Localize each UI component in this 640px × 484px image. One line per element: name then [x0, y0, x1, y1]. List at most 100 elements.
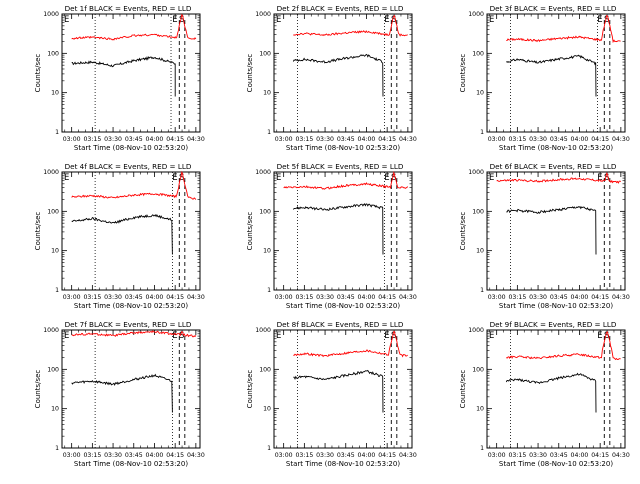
x-tick-label: 03:45	[337, 452, 355, 459]
x-tick-label: 03:30	[529, 136, 547, 143]
plot-title: Det 9f BLACK = Events, RED = LLD	[490, 320, 617, 329]
e-marker-left: E	[64, 331, 69, 341]
e-marker-left: E	[276, 173, 281, 183]
y-tick-label: 1	[480, 287, 484, 294]
e-marker-left: E	[489, 331, 494, 341]
x-tick-label: 04:30	[187, 294, 205, 301]
x-tick-label: 04:30	[612, 452, 630, 459]
x-tick-label: 03:45	[125, 136, 143, 143]
plot-frame	[273, 171, 413, 291]
events-series-line	[292, 203, 384, 255]
e-marker: E	[597, 331, 602, 341]
y-tick-label: 1	[480, 129, 484, 136]
y-tick-label: 100	[472, 208, 484, 215]
s-marker: S	[391, 173, 396, 183]
plot-frame	[61, 171, 201, 291]
y-axis-label: Counts/sec	[459, 54, 467, 93]
x-axis-label: Start Time (08-Nov-10 02:53:20)	[286, 460, 400, 468]
x-tick-label: 04:00	[358, 136, 376, 143]
lld-series-line	[293, 14, 408, 37]
e-marker: E	[384, 173, 389, 183]
panel-det-4: Det 4f BLACK = Events, RED = LLD 1 10 100 10…	[34, 162, 205, 310]
y-tick-label: 10	[476, 90, 484, 97]
y-tick-label: 100	[47, 50, 59, 57]
x-tick-label: 04:30	[399, 294, 417, 301]
x-tick-label: 03:00	[488, 136, 506, 143]
x-tick-label: 03:15	[295, 294, 313, 301]
y-tick-label: 10	[51, 406, 59, 413]
x-tick-label: 04:30	[612, 294, 630, 301]
x-tick-label: 03:30	[316, 136, 334, 143]
y-tick-label: 10	[51, 248, 59, 255]
plot-title: Det 2f BLACK = Events, RED = LLD	[277, 4, 404, 13]
x-axis-label: Start Time (08-Nov-10 02:53:20)	[286, 144, 400, 152]
events-series-line	[293, 369, 384, 413]
x-tick-label: 04:15	[591, 294, 609, 301]
events-series-line	[71, 213, 173, 255]
x-tick-label: 03:15	[508, 294, 526, 301]
x-tick-label: 04:00	[571, 136, 589, 143]
x-tick-label: 04:15	[378, 452, 396, 459]
x-tick-label: 04:30	[187, 136, 205, 143]
x-axis-label: Start Time (08-Nov-10 02:53:20)	[499, 460, 613, 468]
y-axis-label: Counts/sec	[246, 54, 254, 93]
panel-det-3: Det 3f BLACK = Events, RED = LLD 1 10 100 10…	[459, 4, 630, 152]
x-tick-label: 03:45	[337, 294, 355, 301]
s-marker: S	[179, 15, 184, 25]
x-tick-label: 04:30	[612, 136, 630, 143]
y-tick-label: 1	[267, 445, 271, 452]
lld-series-line	[506, 15, 621, 44]
x-tick-label: 03:30	[316, 294, 334, 301]
events-series-line	[506, 205, 597, 255]
x-tick-label: 04:00	[146, 136, 164, 143]
x-tick-label: 04:00	[358, 452, 376, 459]
x-tick-label: 03:30	[104, 294, 122, 301]
lld-series-line	[293, 330, 408, 358]
panel-det-8: Det 8f BLACK = Events, RED = LLD 1 10 100 10…	[246, 320, 417, 468]
y-axis-label: Counts/sec	[246, 212, 254, 251]
x-tick-label: 03:45	[125, 452, 143, 459]
y-tick-label: 100	[47, 366, 59, 373]
x-tick-label: 04:00	[146, 452, 164, 459]
x-tick-label: 04:30	[399, 136, 417, 143]
x-tick-label: 03:30	[104, 136, 122, 143]
plot-title: Det 1f BLACK = Events, RED = LLD	[65, 4, 192, 13]
x-tick-label: 04:15	[591, 452, 609, 459]
y-tick-label: 10	[263, 406, 271, 413]
e-marker-left: E	[489, 173, 494, 183]
x-tick-label: 03:15	[508, 136, 526, 143]
x-tick-label: 03:45	[125, 294, 143, 301]
y-tick-label: 10	[263, 248, 271, 255]
x-tick-label: 04:15	[166, 452, 184, 459]
s-marker: S	[604, 15, 609, 25]
y-tick-label: 1000	[468, 11, 484, 18]
x-tick-label: 03:30	[529, 452, 547, 459]
x-tick-label: 03:45	[550, 294, 568, 301]
s-marker: S	[391, 15, 396, 25]
x-tick-label: 03:30	[316, 452, 334, 459]
panel-det-9: Det 9f BLACK = Events, RED = LLD 1 10 100 10…	[459, 320, 630, 468]
x-tick-label: 03:00	[63, 452, 81, 459]
e-marker: E	[597, 15, 602, 25]
lld-series-line	[71, 13, 197, 41]
x-axis-label: Start Time (08-Nov-10 02:53:20)	[286, 302, 400, 310]
y-axis-label: Counts/sec	[459, 370, 467, 409]
events-series-line	[506, 54, 597, 97]
y-tick-label: 1	[55, 287, 59, 294]
x-axis-label: Start Time (08-Nov-10 02:53:20)	[499, 302, 613, 310]
x-tick-label: 03:15	[295, 452, 313, 459]
panel-det-2: Det 2f BLACK = Events, RED = LLD 1 10 100 10…	[246, 4, 417, 152]
x-tick-label: 03:00	[275, 452, 293, 459]
s-marker: S	[604, 331, 609, 341]
e-marker-left: E	[276, 15, 281, 25]
plot-frame	[273, 329, 413, 449]
lld-series-line	[71, 330, 197, 338]
plot-frame	[273, 13, 413, 133]
plot-frame	[61, 329, 201, 449]
y-tick-label: 100	[259, 366, 271, 373]
y-tick-label: 1000	[43, 11, 59, 18]
y-tick-label: 100	[47, 208, 59, 215]
events-series-line	[505, 372, 597, 413]
y-tick-label: 100	[259, 50, 271, 57]
